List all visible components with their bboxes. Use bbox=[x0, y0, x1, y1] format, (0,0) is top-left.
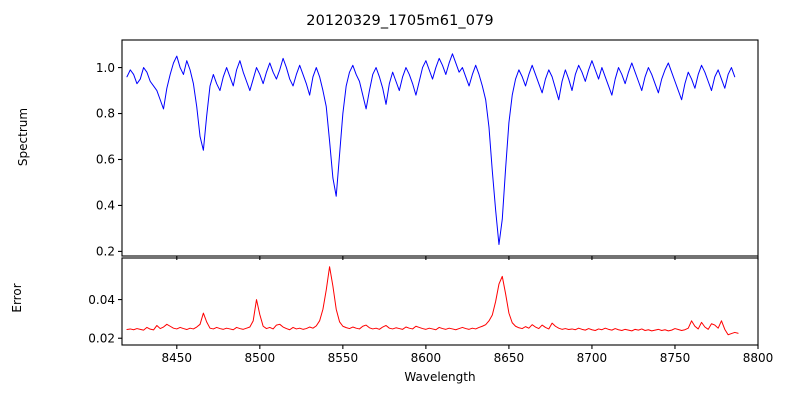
x-tick-label: 8500 bbox=[245, 351, 276, 365]
axes-frame bbox=[121, 257, 759, 346]
x-tick-label: 8600 bbox=[411, 351, 442, 365]
page-title: 20120329_1705m61_079 bbox=[306, 13, 494, 29]
error-line bbox=[126, 266, 739, 336]
y-tick-label: 0.6 bbox=[96, 153, 115, 167]
x-tick-label: 8450 bbox=[162, 351, 193, 365]
y-tick-label: 0.02 bbox=[88, 331, 115, 345]
x-tick-label: 8650 bbox=[494, 351, 525, 365]
axes-error: 0.02 0.04 8450 8500 8550 8600 8650 8700 8750 8800 bbox=[88, 257, 774, 365]
x-tick-label: 8550 bbox=[328, 351, 359, 365]
y-tick-label: 0.4 bbox=[96, 199, 115, 213]
x-tick-label: 8800 bbox=[743, 351, 774, 365]
axes-frame bbox=[121, 39, 759, 257]
x-tick-label: 8750 bbox=[660, 351, 691, 365]
y-tick-label: 0.04 bbox=[88, 293, 115, 307]
x-axis-label-wavelength: Wavelength bbox=[404, 370, 476, 384]
x-tick-label: 8700 bbox=[577, 351, 608, 365]
y-tick-label: 0.2 bbox=[96, 245, 115, 259]
y-tick-label: 1.0 bbox=[96, 61, 115, 75]
axes-spectrum: 0.2 0.4 0.6 0.8 1.0 bbox=[96, 39, 759, 260]
spectrum-line bbox=[126, 53, 736, 246]
y-tick-label: 0.8 bbox=[96, 107, 115, 121]
